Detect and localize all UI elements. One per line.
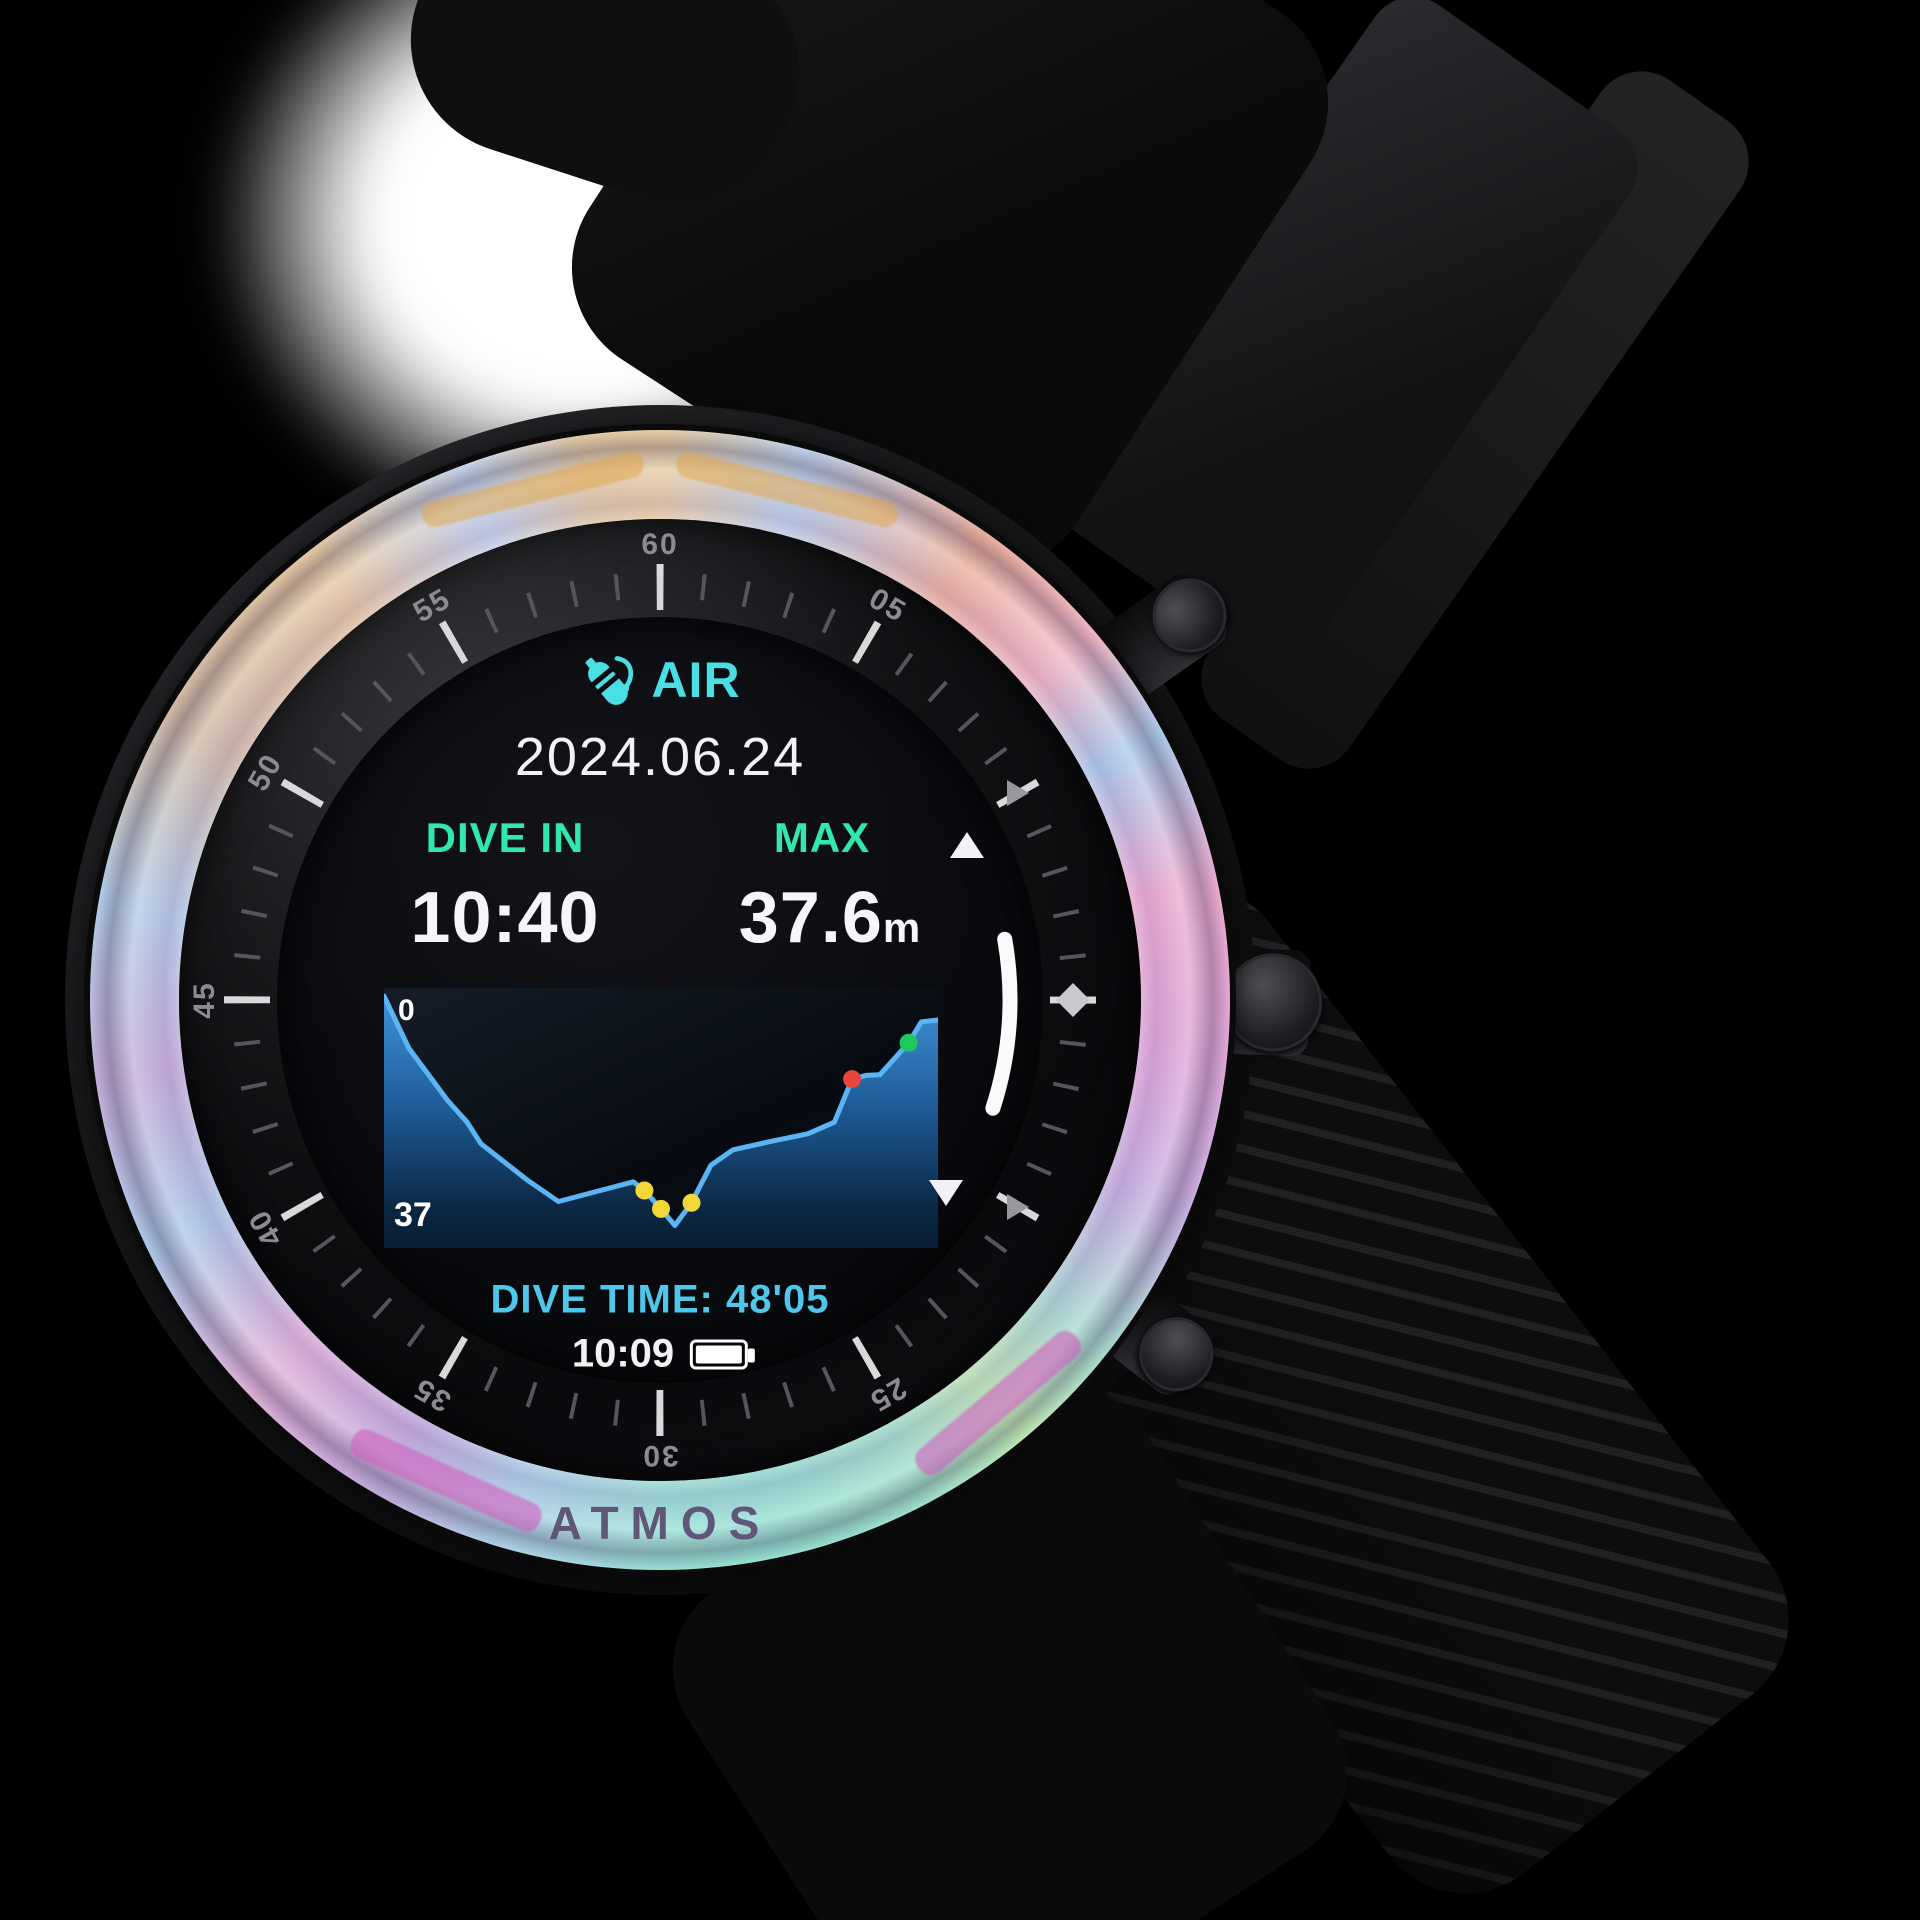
dive-time-text: DIVE TIME: 48'05 xyxy=(490,1277,830,1322)
max-depth-label: MAX xyxy=(773,814,871,861)
scuba-tank-icon xyxy=(585,656,634,705)
max-depth-value: 37.6m xyxy=(739,877,922,959)
dive-date: 2024.06.24 xyxy=(514,727,806,787)
clock-time: 10:09 xyxy=(571,1331,675,1376)
dive-in-label: DIVE IN xyxy=(425,814,585,861)
dial-triangle-marker-icon xyxy=(1007,1194,1029,1220)
dive-mode-row: AIR xyxy=(579,650,740,710)
depth-area xyxy=(384,996,938,1248)
dial-triangle-marker-icon xyxy=(1007,780,1029,806)
crown-cap[interactable] xyxy=(1222,951,1324,1054)
depth-event-dots xyxy=(635,1033,918,1218)
depth-event-dot xyxy=(682,1193,701,1212)
dive-mode-label: AIR xyxy=(651,652,741,708)
dive-in-time: 10:40 xyxy=(410,878,600,958)
battery-icon xyxy=(690,1339,756,1369)
status-row: 10:09 xyxy=(571,1331,756,1377)
depth-event-dot xyxy=(843,1070,862,1089)
depth-event-dot xyxy=(899,1033,918,1052)
depth-event-dot xyxy=(635,1181,654,1200)
depth-event-dot xyxy=(652,1199,670,1218)
scroll-up-icon[interactable] xyxy=(950,832,984,858)
max-depth-unit: m xyxy=(882,904,922,951)
brand-logo: ATMOS xyxy=(548,1497,772,1549)
depth-chart-svg xyxy=(384,988,938,1248)
max-depth-number: 37.6 xyxy=(738,878,883,958)
scroll-down-icon[interactable] xyxy=(929,1180,963,1206)
chart-depth-0-label: 0 xyxy=(398,994,415,1027)
chart-depth-max-label: 37 xyxy=(394,1196,432,1234)
